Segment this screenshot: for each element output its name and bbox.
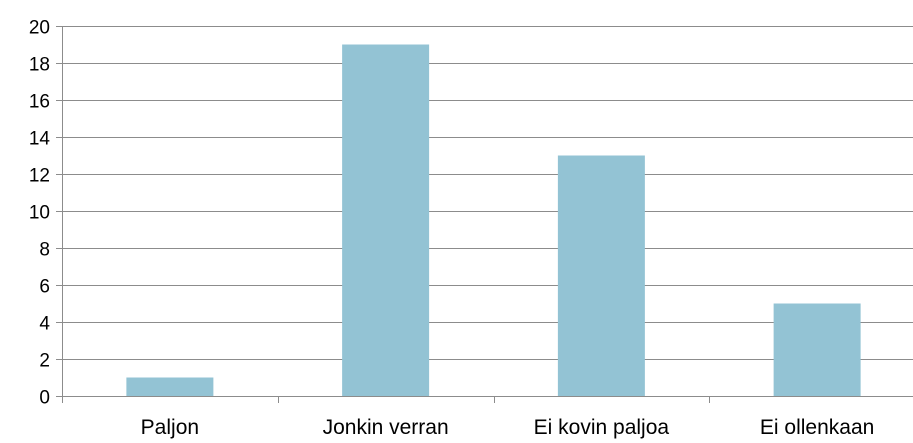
y-tick-label: 18: [29, 55, 50, 76]
bar: [342, 44, 430, 396]
y-tick-label: 2: [39, 351, 50, 372]
bar: [773, 303, 861, 396]
y-tick-label: 4: [39, 314, 50, 335]
x-tick-label: Ei ollenkaan: [760, 416, 874, 439]
bar: [557, 155, 645, 396]
axes: [56, 26, 913, 403]
y-tick-label: 16: [29, 92, 50, 113]
x-tick-label: Paljon: [141, 416, 199, 439]
x-tick-label: Ei kovin paljoa: [534, 416, 670, 439]
y-tick-label: 14: [29, 129, 51, 150]
y-tick-label: 6: [39, 277, 50, 298]
bar: [126, 377, 214, 396]
y-tick-label: 10: [29, 203, 50, 224]
y-tick-label: 20: [29, 18, 50, 39]
x-tick-label: Jonkin verran: [323, 416, 449, 439]
y-tick-label: 12: [29, 166, 50, 187]
tick-labels: 0 2 4 6 8 10 12 14 16 18 20 Paljon Jonkin verran Ei k…: [29, 18, 874, 440]
bars: [126, 44, 861, 396]
y-tick-label: 0: [39, 388, 50, 409]
y-tick-label: 8: [39, 240, 50, 261]
gridlines: [62, 26, 913, 360]
